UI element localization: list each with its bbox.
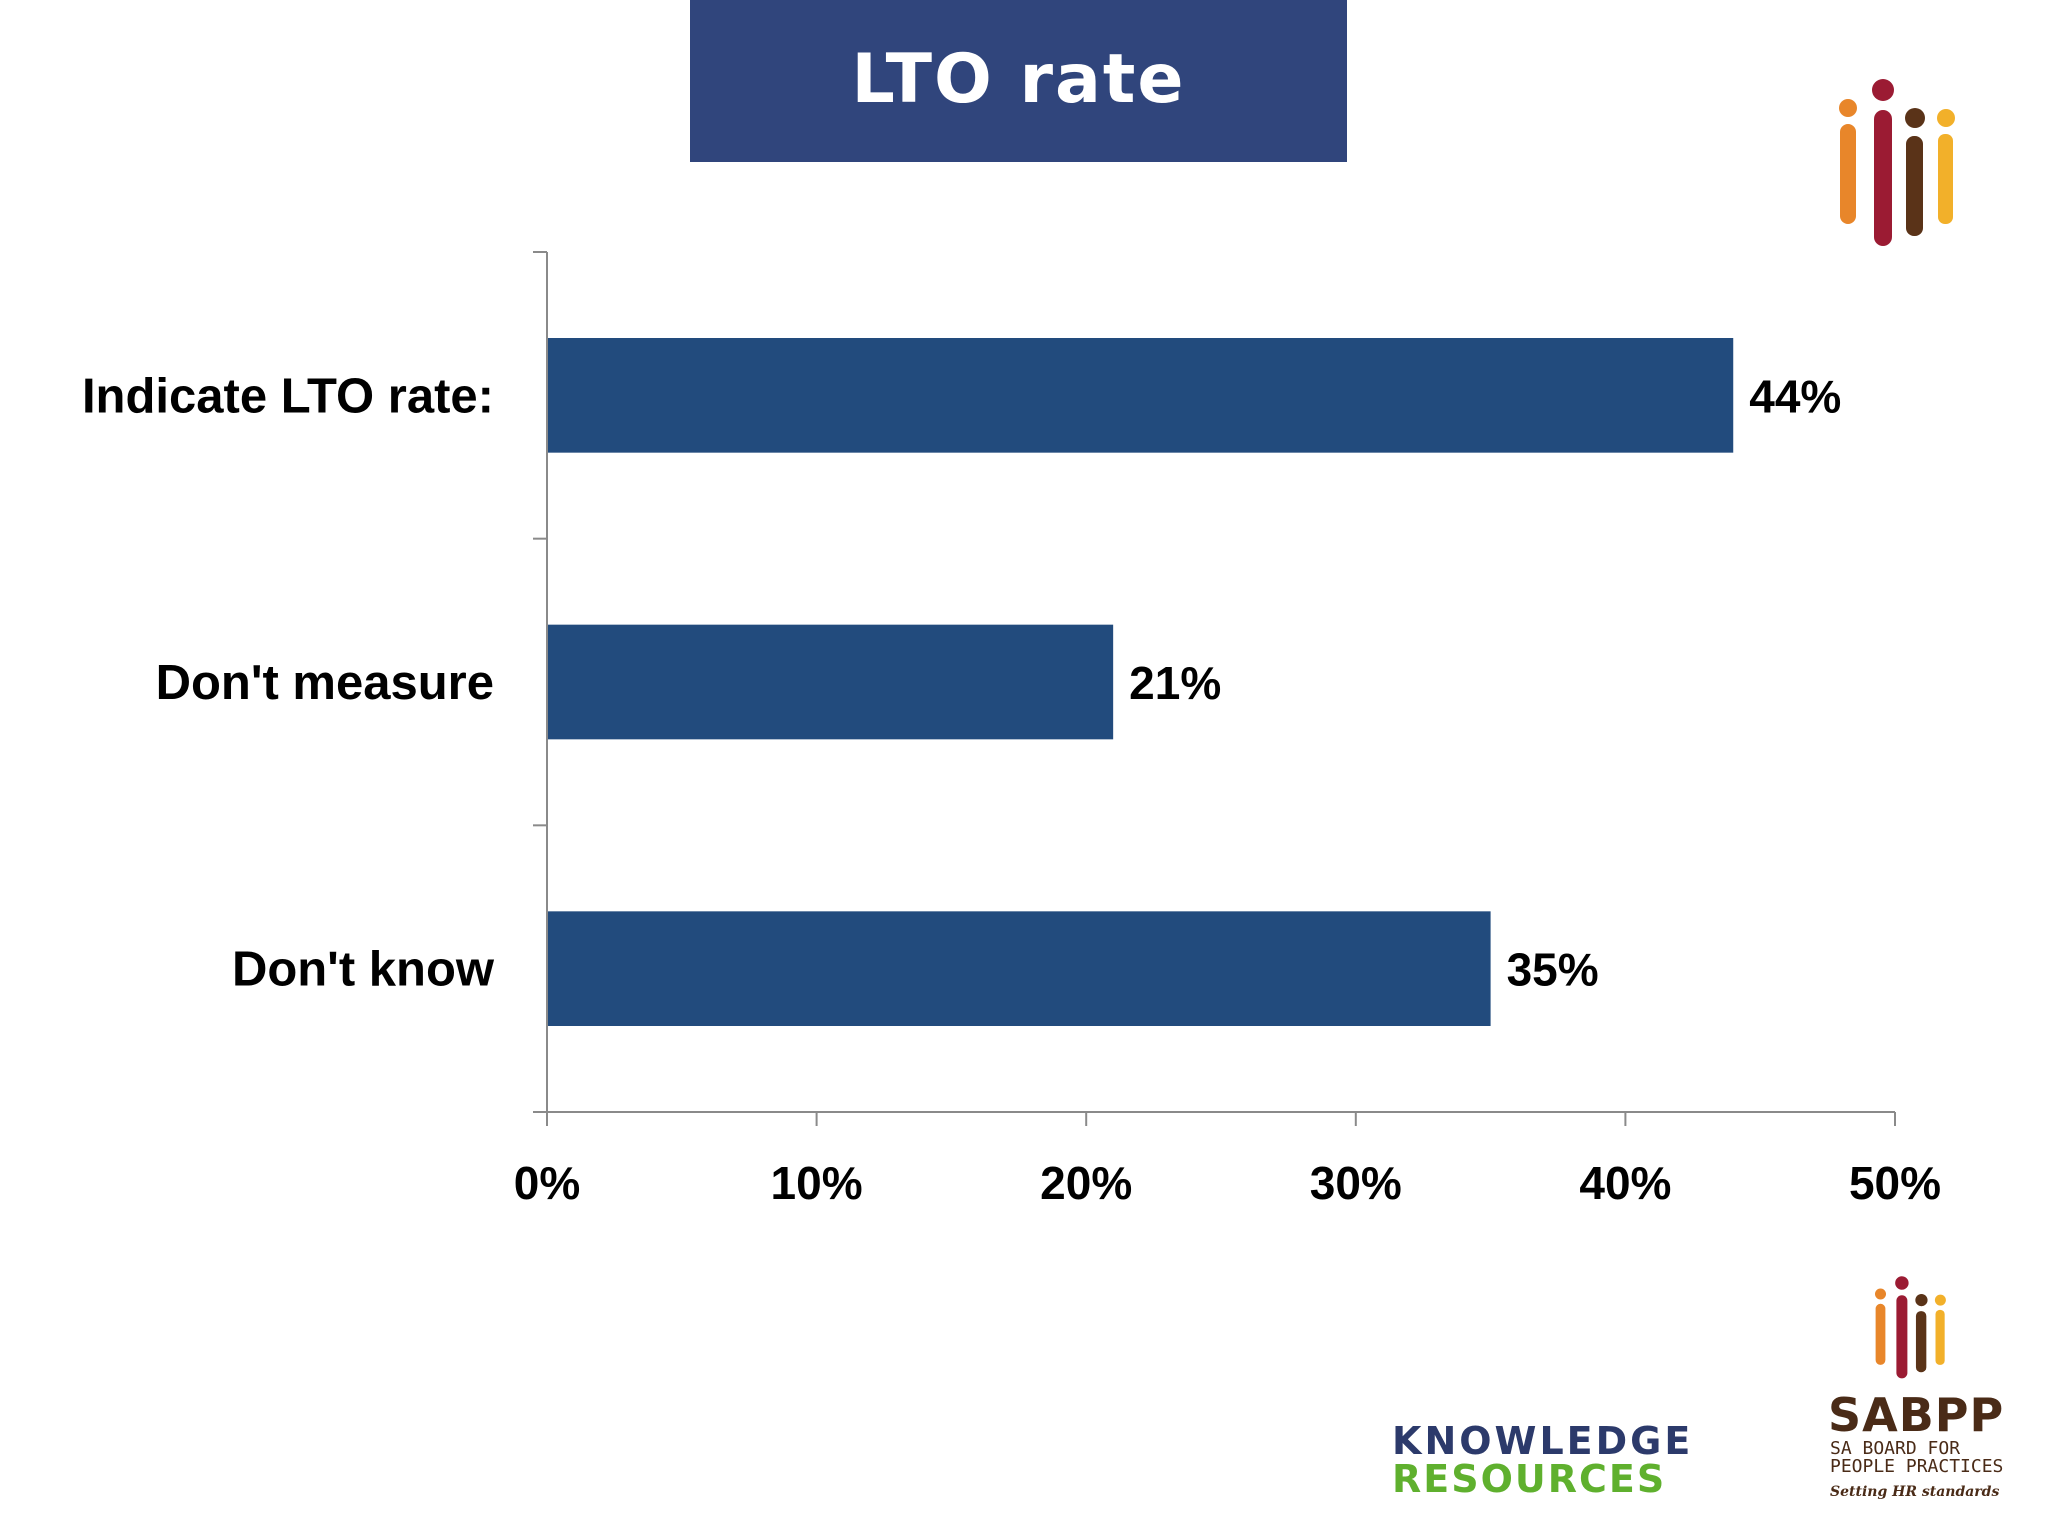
sabpp-logo-icon [1875, 1276, 1946, 1379]
knowledge-resources-logo-line1: KNOWLEDGE [1392, 1419, 1694, 1463]
category-label: Don't measure [156, 656, 494, 710]
sabpp-tagline: Setting HR standards [1830, 1484, 2000, 1500]
value-label: 35% [1507, 944, 1599, 996]
bar [548, 624, 1114, 740]
x-tick-label: 30% [1310, 1157, 1402, 1209]
x-tick-label: 0% [514, 1157, 580, 1209]
x-tick-label: 50% [1849, 1157, 1941, 1209]
people-logo-icon [1839, 79, 1955, 246]
x-tick-label: 10% [771, 1157, 863, 1209]
x-tick-label: 20% [1040, 1157, 1132, 1209]
bar [548, 338, 1734, 453]
sabpp-subtitle: SA BOARD FOR PEOPLE PRACTICES [1830, 1438, 2004, 1477]
category-label: Indicate LTO rate: [82, 369, 494, 423]
value-label: 44% [1749, 370, 1841, 422]
slide-title: LTO rate [851, 39, 1186, 119]
value-label: 21% [1129, 657, 1221, 709]
knowledge-resources-logo-line2: RESOURCES [1392, 1457, 1667, 1501]
sabpp-name: SABPP [1828, 1388, 2005, 1442]
title-banner: LTO rate [690, 0, 1347, 162]
x-tick-label: 40% [1579, 1157, 1671, 1209]
category-label: Don't know [232, 943, 495, 997]
bar [548, 911, 1491, 1026]
